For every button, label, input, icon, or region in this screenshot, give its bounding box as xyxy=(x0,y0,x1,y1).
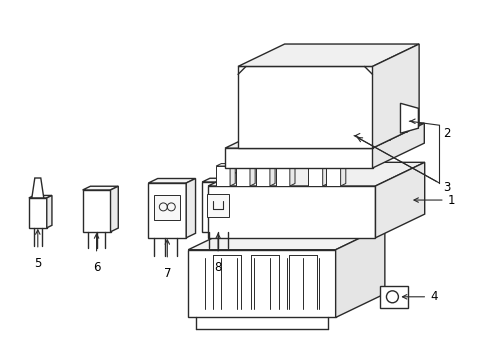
Polygon shape xyxy=(110,186,118,232)
Polygon shape xyxy=(340,166,345,186)
Polygon shape xyxy=(29,198,47,228)
Polygon shape xyxy=(224,148,372,168)
Polygon shape xyxy=(148,179,195,183)
Polygon shape xyxy=(236,163,255,166)
Polygon shape xyxy=(289,163,294,186)
Polygon shape xyxy=(202,182,234,232)
Polygon shape xyxy=(400,103,418,133)
Polygon shape xyxy=(234,178,241,232)
Polygon shape xyxy=(322,144,327,164)
Polygon shape xyxy=(238,44,418,67)
Polygon shape xyxy=(186,179,195,238)
Polygon shape xyxy=(372,123,424,168)
Polygon shape xyxy=(148,183,186,238)
Polygon shape xyxy=(216,163,235,166)
Polygon shape xyxy=(82,190,110,232)
Polygon shape xyxy=(307,146,322,164)
Polygon shape xyxy=(154,195,180,220)
Polygon shape xyxy=(269,163,275,186)
Text: 2: 2 xyxy=(442,127,450,140)
Polygon shape xyxy=(224,123,424,148)
Polygon shape xyxy=(275,166,289,186)
Polygon shape xyxy=(325,144,345,146)
Polygon shape xyxy=(207,194,228,217)
Polygon shape xyxy=(29,195,52,198)
Polygon shape xyxy=(335,226,384,318)
Polygon shape xyxy=(236,166,249,186)
Text: 1: 1 xyxy=(447,194,454,207)
Polygon shape xyxy=(322,166,327,186)
Text: 3: 3 xyxy=(442,181,449,194)
Polygon shape xyxy=(275,163,294,166)
Text: 6: 6 xyxy=(93,261,100,274)
Polygon shape xyxy=(47,195,52,228)
Polygon shape xyxy=(375,162,424,238)
Text: 4: 4 xyxy=(429,290,437,303)
Polygon shape xyxy=(208,186,375,238)
Polygon shape xyxy=(307,168,322,186)
Polygon shape xyxy=(238,67,372,148)
Polygon shape xyxy=(216,166,229,186)
Polygon shape xyxy=(202,178,241,182)
Polygon shape xyxy=(249,163,255,186)
Polygon shape xyxy=(188,226,384,250)
Polygon shape xyxy=(325,146,340,164)
Polygon shape xyxy=(32,178,44,198)
Text: 7: 7 xyxy=(163,267,171,280)
Polygon shape xyxy=(340,144,345,164)
Polygon shape xyxy=(325,166,345,168)
Polygon shape xyxy=(229,163,235,186)
Polygon shape xyxy=(255,163,275,166)
Text: 5: 5 xyxy=(34,257,41,270)
Polygon shape xyxy=(379,286,407,308)
Polygon shape xyxy=(255,166,269,186)
Text: 8: 8 xyxy=(214,261,222,274)
Polygon shape xyxy=(208,162,424,186)
Polygon shape xyxy=(325,168,340,186)
Polygon shape xyxy=(82,186,118,190)
Polygon shape xyxy=(307,166,327,168)
Polygon shape xyxy=(188,250,335,318)
Polygon shape xyxy=(372,44,418,148)
Polygon shape xyxy=(307,144,327,146)
